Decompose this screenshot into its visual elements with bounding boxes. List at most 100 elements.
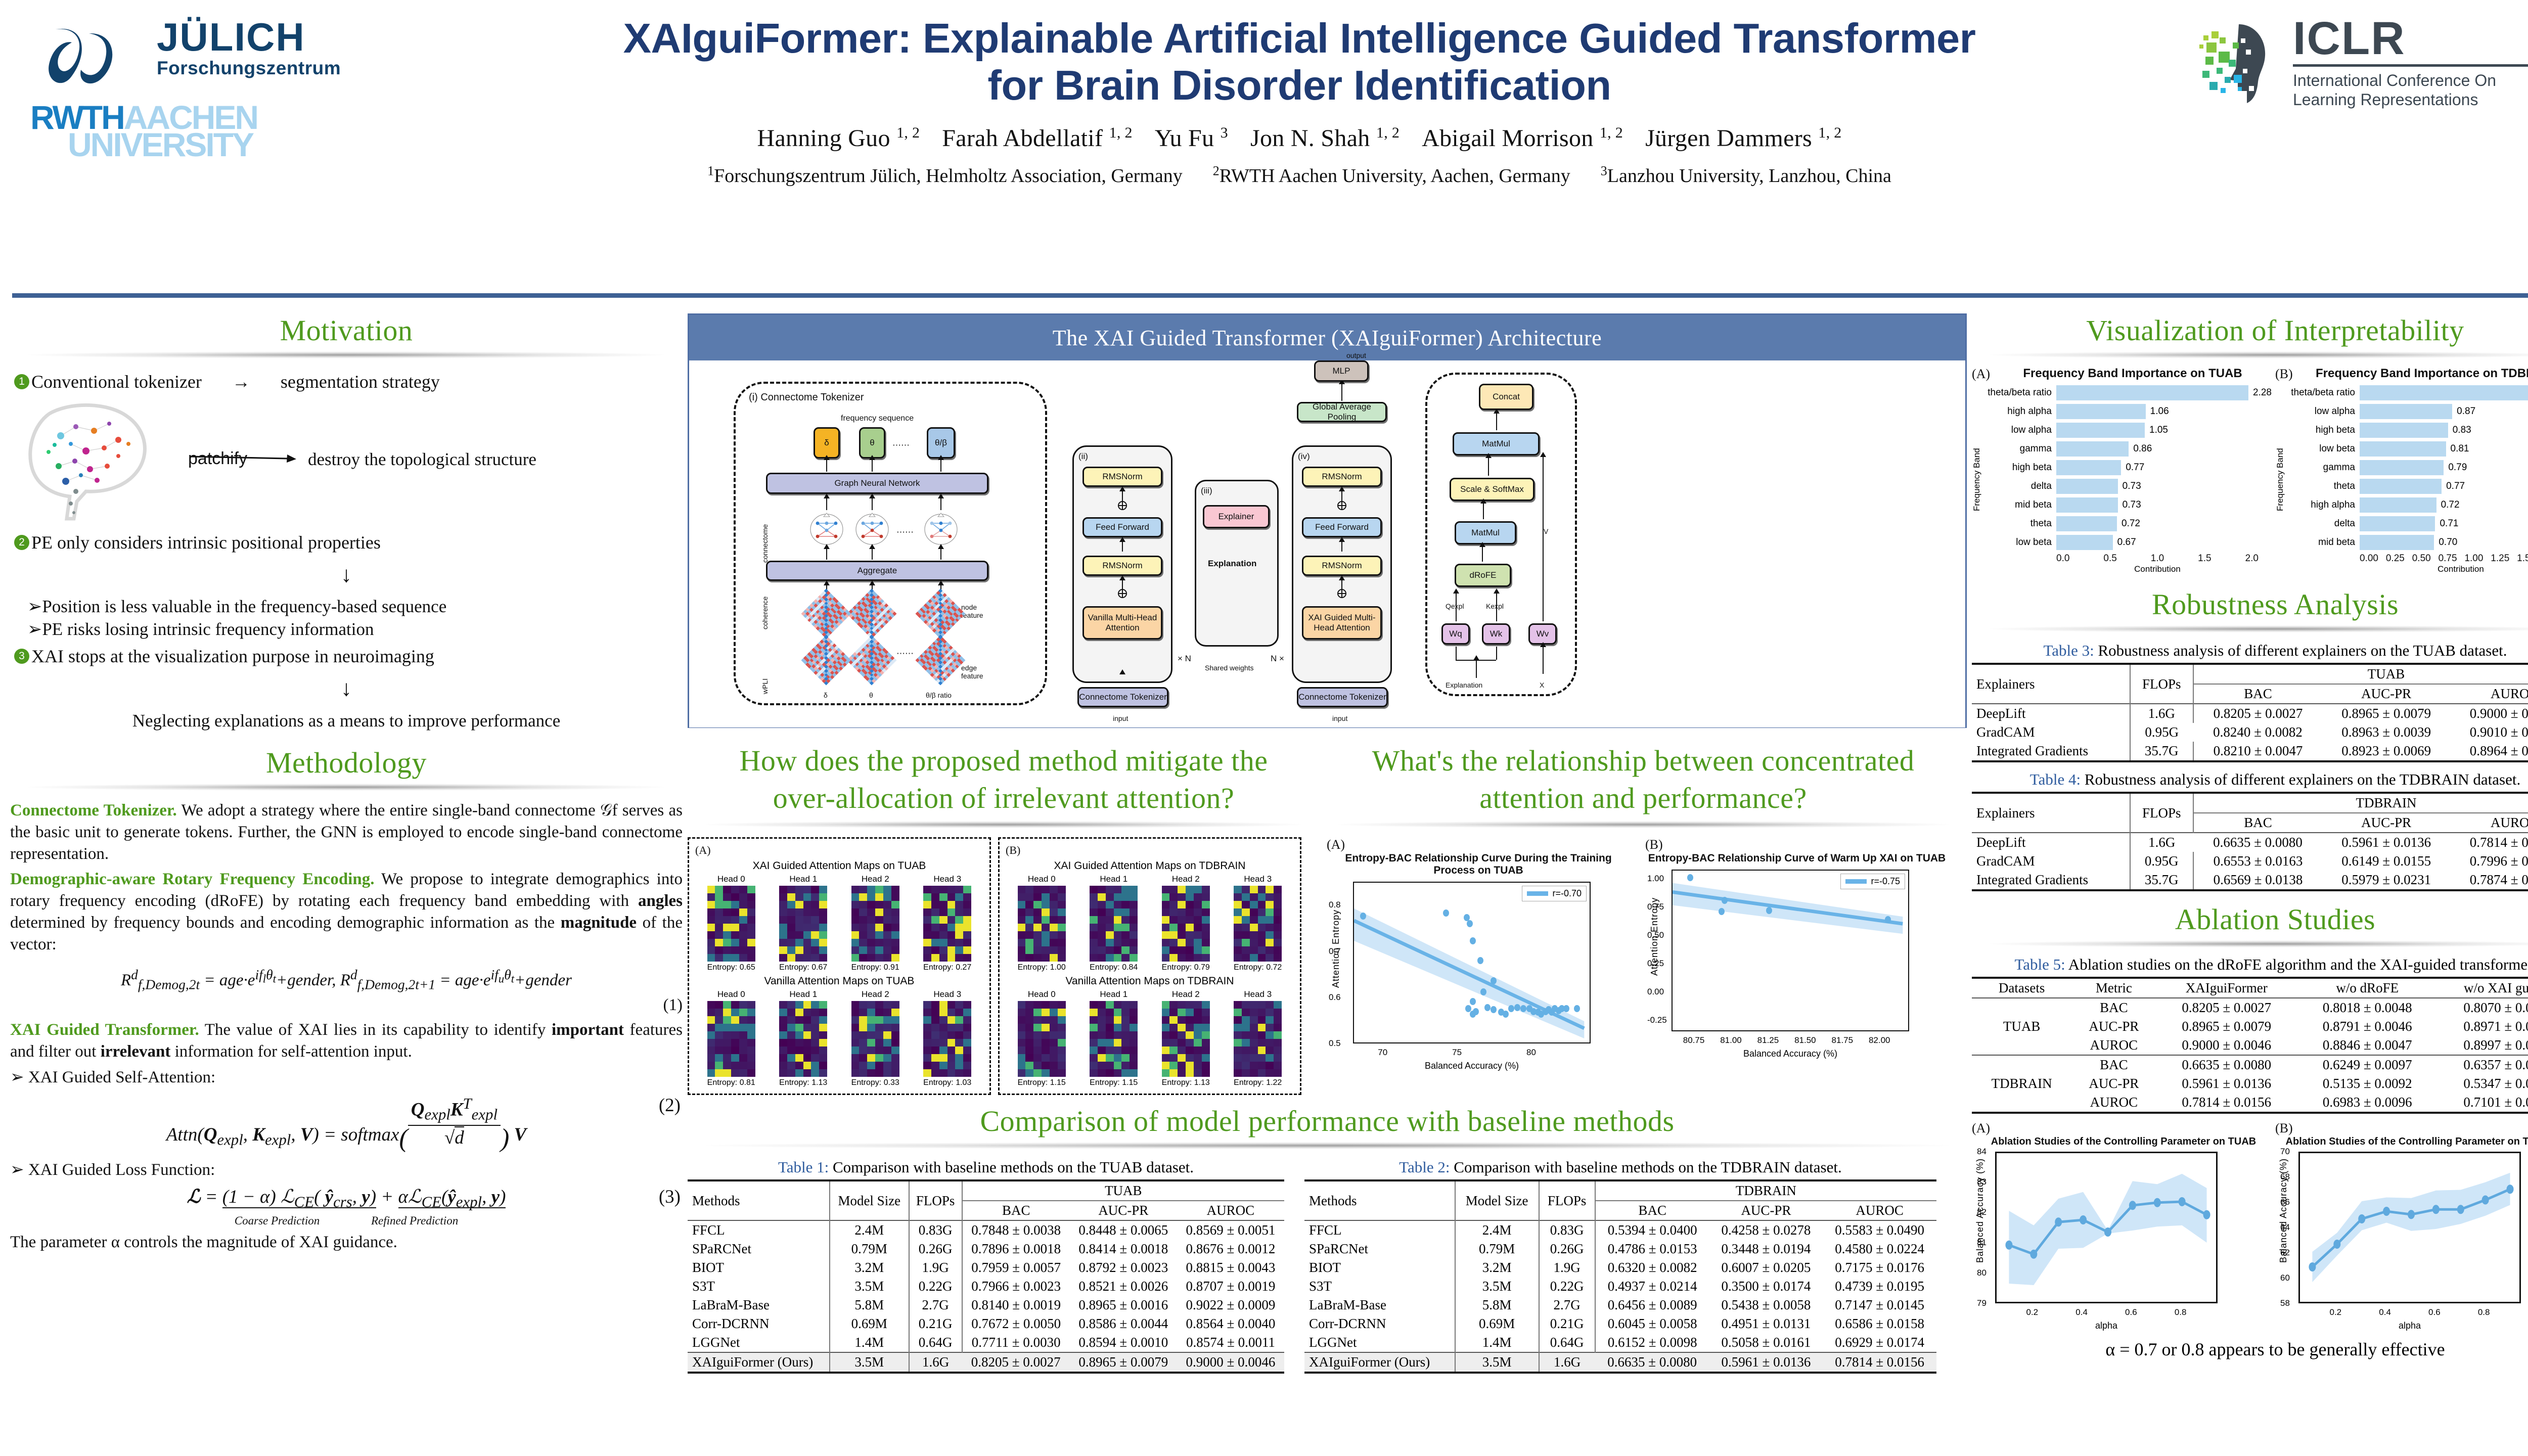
column-header-metric: AUROC — [1856, 1203, 1904, 1218]
table-1: Methods Model Size FLOPs TUAB BAC AUC-PR A… — [688, 1179, 1284, 1374]
x-tick-label: 0.4 — [2075, 1307, 2088, 1317]
head-connectome-1-icon — [810, 513, 843, 545]
column-header: w/o dRoFE — [2297, 977, 2438, 998]
scatter-point — [1884, 916, 1891, 923]
attention-heatmap — [1090, 886, 1138, 962]
row-label: GradCAM — [1976, 853, 2035, 869]
bar-row: delta 0.73 — [1983, 478, 2275, 494]
attention-heatmap — [707, 886, 755, 962]
row-label: S3T — [1309, 1279, 1332, 1294]
column-header-flops: FLOPs — [1538, 1179, 1595, 1221]
plot-legend: r=-0.70 — [1522, 886, 1587, 902]
arrow-iv-1 — [1339, 486, 1345, 501]
table-cell: 0.8564 ± 0.0040 — [1186, 1316, 1276, 1332]
scatter-point — [1443, 909, 1450, 917]
table-cell: 0.7959 ± 0.0057 — [961, 1258, 1070, 1278]
bar-category-label: high alpha — [2311, 499, 2355, 510]
table-cell: 0.69M — [829, 1314, 909, 1334]
motivation-content: 1 Conventional tokenizer → segmentation … — [10, 370, 683, 733]
y-tick-label: 0.00 — [1647, 987, 1664, 997]
column-header-flops: FLOPs — [2129, 792, 2194, 833]
column-header-metric: BAC — [2193, 684, 2322, 704]
bar-category-label: mid beta — [2318, 537, 2355, 548]
table-cell: 0.22G — [1538, 1277, 1595, 1296]
table-cell: 0.8205 ± 0.0027 — [2156, 997, 2297, 1017]
table-cell: 1.6G — [908, 1352, 962, 1372]
rmsnorm-ii-bottom: RMSNorm — [1082, 556, 1162, 576]
method-body-2c: of the vector: — [10, 914, 683, 954]
plot-ylabel: Attention Entropy — [1649, 897, 1659, 976]
bar — [2360, 460, 2444, 475]
y-tick-label: 64 — [2280, 1222, 2290, 1232]
x-tick-label: 0.4 — [2379, 1307, 2391, 1317]
bar-value-label: 1.06 — [2150, 406, 2169, 417]
bar — [2360, 423, 2448, 438]
attention-head: Head 2 Entropy: 0.33 — [851, 989, 899, 1087]
table-bottom-rule — [1304, 1371, 1936, 1374]
table-cell: 0.5961 ± 0.0136 — [2182, 1076, 2272, 1091]
coherence-axis-label: coherence — [761, 596, 769, 629]
table-cell: 0.8018 ± 0.0048 — [2297, 997, 2438, 1017]
table-subheader-row: BAC AUC-PR AUROC — [1304, 1201, 1936, 1221]
attention-entropy-label: Entropy: 0.72 — [1234, 963, 1282, 972]
table-cell: 0.4258 ± 0.0278 — [1709, 1220, 1823, 1240]
scatter-point — [1491, 977, 1497, 985]
scatter-panel-A: (A) Entropy-BAC Relationship Curve Durin… — [1327, 837, 1630, 1095]
scatter-point — [1718, 908, 1725, 916]
table-cell: 0.6249 ± 0.0097 — [2297, 1055, 2438, 1074]
bar-row: theta 0.72 — [1983, 516, 2275, 532]
attention-head: Head 1 Entropy: 1.13 — [779, 989, 827, 1087]
table-cell: 0.64G — [1538, 1333, 1595, 1353]
explanation-label: Explanation — [1208, 559, 1257, 568]
question-1-block: How does the proposed method mitigate th… — [688, 742, 1320, 829]
iclr-logo-sub1: International Conference On — [2293, 71, 2497, 89]
bar-value-label: 1.05 — [2149, 425, 2168, 435]
section-title-interpretability: Visualization of Interpretability — [2086, 314, 2464, 347]
arrow-bullet-icon: ➢ — [27, 596, 42, 616]
table-cell: 0.21G — [1538, 1314, 1595, 1334]
attention-head: Head 2 Entropy: 1.13 — [1161, 989, 1210, 1087]
table-row-highlighted: XAIguiFormer (Ours) 3.5M 1.6G 0.6635 ± 0… — [1304, 1352, 1936, 1372]
scatter-point — [1360, 913, 1366, 920]
interp-panel-B-label: (B) — [2275, 367, 2293, 381]
table-row: BIOT 3.2M 1.9G 0.7959 ± 0.0057 0.8792 ± 0… — [688, 1258, 1284, 1278]
table-cell: 0.6586 ± 0.0158 — [1835, 1316, 1925, 1332]
row-label: BIOT — [692, 1260, 724, 1276]
iclr-logo-sub2: Learning Representations — [2293, 90, 2478, 109]
method-head-1: Connectome Tokenizer. — [10, 801, 177, 820]
scatter-point — [1467, 920, 1473, 927]
bar-category-label: high beta — [2012, 462, 2052, 473]
plot-legend: r=-0.75 — [1840, 874, 1905, 890]
y-tick-label: 84 — [1977, 1147, 1987, 1156]
table5-caption-label: Table 5: — [2014, 956, 2065, 973]
comparison-table: Methods Model Size FLOPs TUAB BAC AUC-PR A… — [688, 1179, 1284, 1374]
table-row: LaBraM-Base 5.8M 2.7G 0.6456 ± 0.0089 0.5… — [1304, 1296, 1936, 1315]
bar-row: high beta 0.77 — [1983, 460, 2275, 476]
table-cell: 0.6357 ± 0.0060 — [2437, 1055, 2528, 1074]
row-label: S3T — [692, 1279, 715, 1294]
freq-chart-B: (B) Frequency Band Importance on TDBRAIN… — [2275, 367, 2528, 574]
table3-caption-text: Robustness analysis of different explain… — [2094, 642, 2507, 659]
scatter-panel-A-label: (A) — [1327, 837, 1345, 852]
section-divider-q1 — [706, 821, 1301, 829]
scatter-point — [1470, 937, 1476, 944]
table-cell: 0.5135 ± 0.0092 — [2322, 1076, 2412, 1091]
table-2: Methods Model Size FLOPs TDBRAIN BAC AUC-… — [1304, 1179, 1936, 1374]
table-cell: 0.4739 ± 0.0195 — [1835, 1279, 1925, 1294]
scatter-A-plot: 0.5 0.6 0.7 0.8 70 75 80 r=-0.70 Attention Ent… — [1327, 882, 1630, 1073]
row-label: DeepLift — [1972, 703, 2130, 723]
ablation-table: Datasets Metric XAIguiFormer w/o dRoFE w/o X… — [1972, 977, 2528, 1114]
row-dataset-label — [1972, 1093, 2071, 1112]
section-title-comparison: Comparison of model performance with bas… — [980, 1105, 1675, 1138]
freq-chart-B-ylabel: Frequency Band — [2275, 448, 2285, 511]
attention-entropy-label: Entropy: 0.79 — [1161, 963, 1210, 972]
row-label: Corr-DCRNN — [1309, 1316, 1386, 1332]
rwth-logo-university: UNIVERSITY — [68, 126, 254, 164]
row-dataset-label — [1972, 997, 2072, 1017]
table-cell: 0.8815 ± 0.0043 — [1186, 1260, 1276, 1276]
motivation-item1-right: segmentation strategy — [280, 372, 440, 392]
loss-function-label: ➢ XAI Guided Loss Function: — [10, 1161, 215, 1179]
attention-heatmap — [1161, 1001, 1210, 1077]
table-4: Explainers FLOPs TDBRAIN BACAUC-PRAUROC … — [1972, 792, 2528, 891]
